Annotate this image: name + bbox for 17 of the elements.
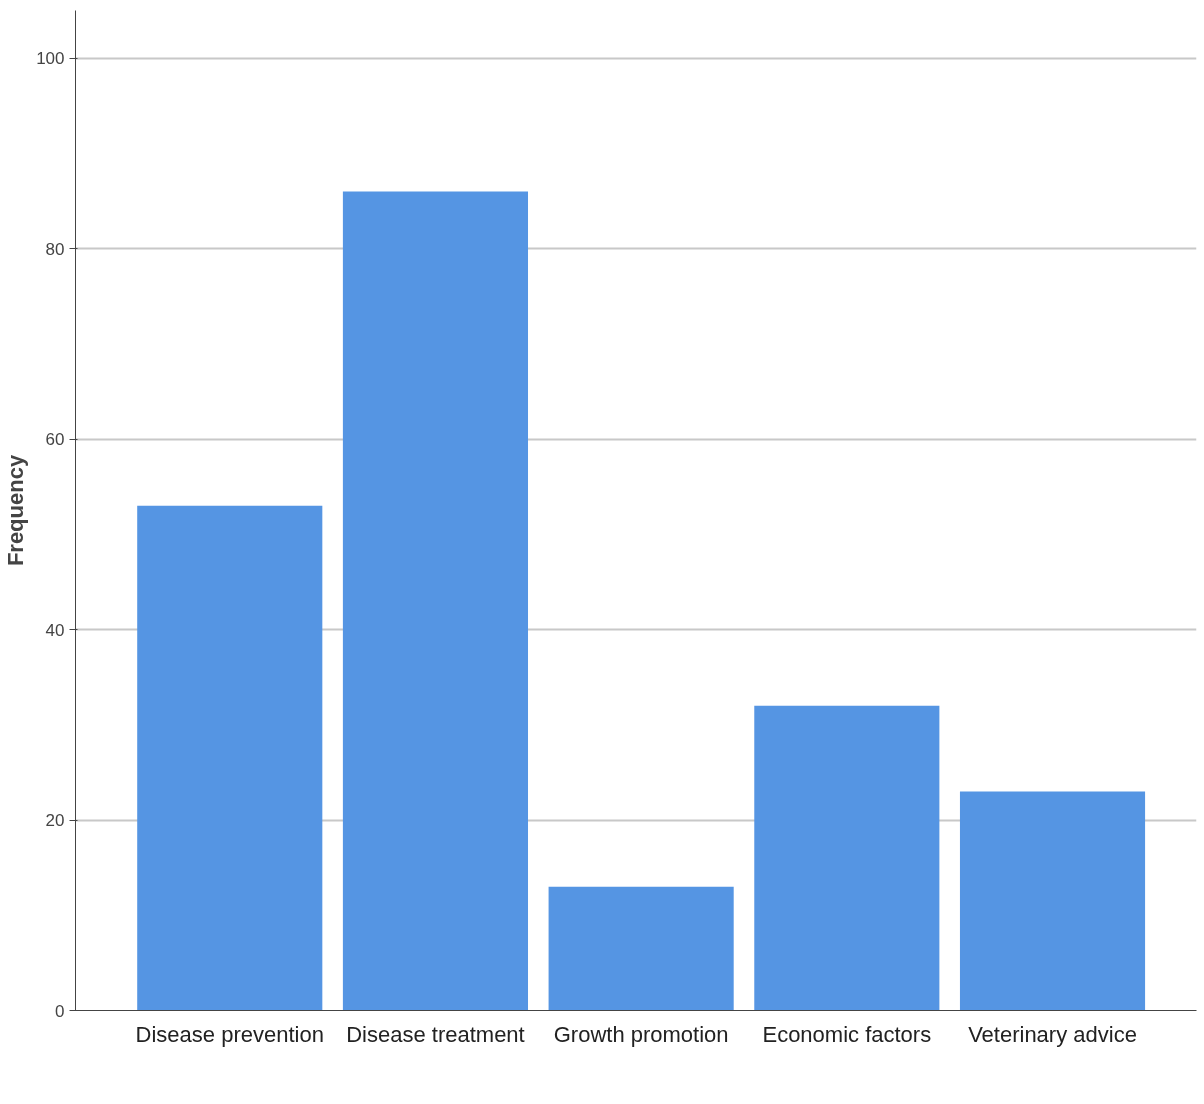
x-tick-label: Economic factors — [762, 1021, 932, 1047]
x-tick-label: Disease treatment — [346, 1021, 525, 1047]
y-tick-label: 80 — [45, 239, 65, 259]
bar — [754, 705, 940, 1011]
bar — [137, 505, 323, 1011]
x-tick-label: Growth promotion — [553, 1021, 729, 1047]
y-tick-label: 60 — [45, 430, 65, 450]
y-axis-title: Frequency — [3, 454, 29, 567]
y-tick-label: 40 — [45, 620, 65, 640]
y-tick-label: 0 — [55, 1001, 65, 1021]
bar — [548, 886, 734, 1011]
x-tick-label: Veterinary advice — [968, 1021, 1137, 1047]
x-tick-label: Disease prevention — [135, 1021, 324, 1047]
y-tick-label: 100 — [36, 49, 65, 69]
bar — [342, 191, 529, 1011]
bar — [959, 791, 1146, 1011]
y-tick-label: 20 — [45, 811, 65, 831]
